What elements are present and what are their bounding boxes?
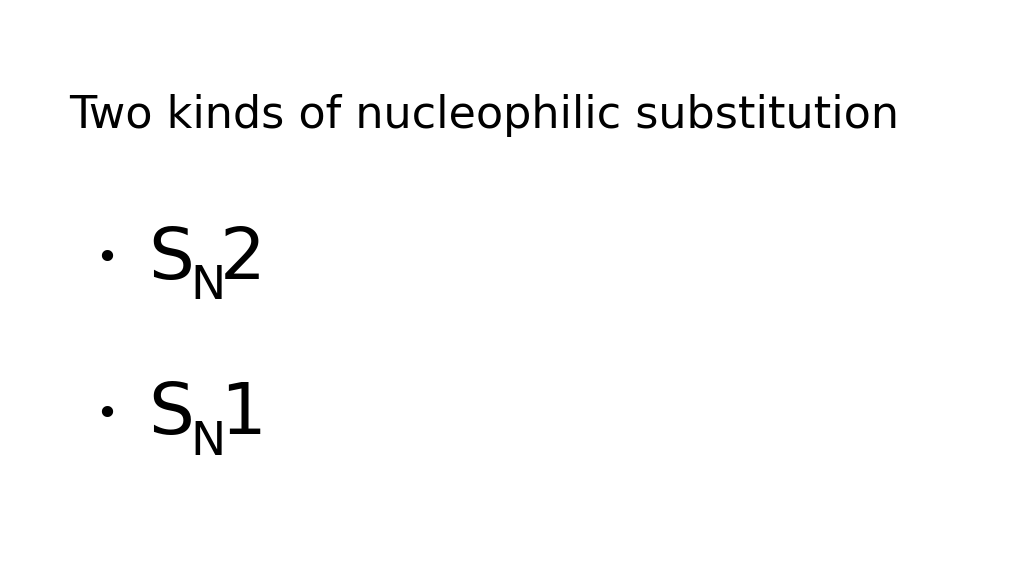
Text: N: N: [190, 420, 225, 465]
Text: 2: 2: [220, 225, 266, 294]
Text: S: S: [148, 225, 195, 294]
Text: •: •: [95, 396, 118, 434]
Text: S: S: [148, 380, 195, 449]
Text: 1: 1: [220, 380, 266, 449]
Text: •: •: [95, 240, 118, 278]
Text: Two kinds of nucleophilic substitution: Two kinds of nucleophilic substitution: [70, 94, 900, 137]
Text: N: N: [190, 264, 225, 309]
